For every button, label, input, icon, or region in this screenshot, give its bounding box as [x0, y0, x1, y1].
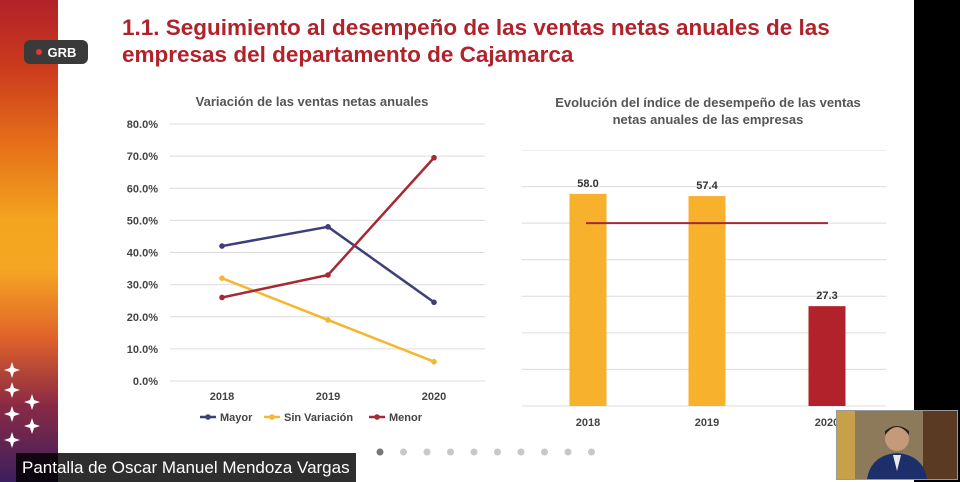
pager-dot[interactable] — [541, 448, 548, 456]
legend-marker — [205, 414, 211, 420]
data-point — [431, 154, 437, 161]
data-point — [431, 358, 437, 365]
record-dot-icon — [35, 49, 42, 55]
data-point — [325, 317, 331, 323]
line-chart: 80.0% 70.0% 60.0% 50.0% 40.0% 30.0% 20.0% 10.0%… — [127, 119, 485, 424]
data-point — [325, 272, 331, 278]
pager-dot[interactable] — [447, 448, 454, 456]
bar — [688, 196, 726, 406]
legend-marker — [374, 414, 380, 420]
y-tick-label: 30.0% — [127, 280, 158, 292]
y-tick-label: 10.0% — [127, 344, 158, 356]
y-tick-label: 50.0% — [127, 215, 158, 227]
screen-share-caption: Pantalla de Oscar Manuel Mendoza Vargas — [16, 453, 356, 482]
bar — [569, 193, 607, 406]
participant-video-thumbnail[interactable] — [836, 410, 958, 480]
pager-dot[interactable] — [494, 448, 501, 456]
x-tick-label: 2019 — [695, 417, 719, 429]
legend-label: Mayor — [220, 412, 253, 424]
legend-marker — [269, 414, 275, 420]
data-point — [325, 224, 331, 230]
bar — [808, 306, 846, 406]
presentation-slide — [58, 0, 914, 482]
pager-dot[interactable] — [588, 448, 595, 456]
slide-title: 1.1. Seguimiento al desempeño de las ven… — [122, 15, 830, 67]
data-point — [219, 275, 225, 281]
line-chart-title: Variación de las ventas netas anuales — [195, 94, 429, 109]
bar-value-label: 57.4 — [696, 180, 718, 192]
legend-label: Menor — [389, 412, 423, 424]
decorative-color-stripe — [0, 0, 58, 482]
x-tick-label: 2020 — [815, 417, 839, 429]
data-point — [431, 299, 437, 306]
x-tick-label: 2018 — [576, 417, 600, 429]
bar-chart: 58.0 2018 57.4 2019 27.3 2020 — [522, 150, 886, 429]
person-avatar-icon — [837, 411, 957, 479]
sparkle-decoration-icon — [4, 362, 40, 448]
badge-label: GRB — [47, 44, 77, 60]
pager-dot[interactable] — [400, 448, 407, 456]
pager-dot[interactable] — [564, 448, 572, 456]
legend-label: Sin Variación — [284, 412, 353, 424]
pager-dot[interactable] — [470, 448, 478, 456]
data-point — [219, 243, 225, 249]
y-tick-label: 40.0% — [127, 248, 158, 260]
bar-value-label: 58.0 — [577, 178, 598, 190]
pager-dot[interactable] — [376, 448, 384, 456]
slide-pager[interactable] — [372, 446, 602, 458]
y-tick-label: 70.0% — [127, 151, 158, 163]
pager-dot[interactable] — [517, 448, 525, 456]
y-tick-label: 80.0% — [127, 119, 158, 131]
x-tick-label: 2020 — [422, 391, 446, 403]
bar-value-label: 27.3 — [816, 290, 837, 302]
data-point — [219, 294, 225, 301]
y-tick-label: 20.0% — [127, 312, 158, 324]
recording-badge[interactable]: GRB — [24, 40, 88, 64]
y-tick-label: 60.0% — [127, 183, 158, 195]
x-tick-label: 2018 — [210, 391, 234, 403]
x-tick-label: 2019 — [316, 391, 340, 403]
pager-dot[interactable] — [423, 448, 431, 456]
y-tick-label: 0.0% — [133, 376, 158, 388]
bar-chart-title: Evolución del índice de desempeño de las… — [555, 95, 861, 127]
